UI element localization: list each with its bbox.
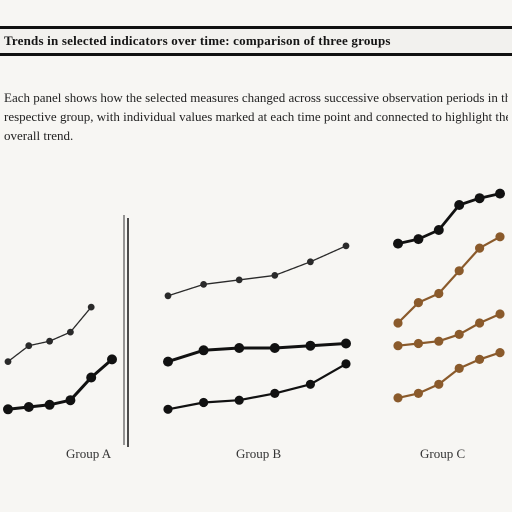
data-point-p1-s2-3 xyxy=(44,399,55,410)
chart-title: Trends in selected indicators over time:… xyxy=(4,33,391,48)
data-point-p3-s2-3 xyxy=(434,288,444,299)
data-point-p2-s3-5 xyxy=(305,379,315,389)
data-point-p3-s3-4 xyxy=(454,329,464,339)
data-point-p3-s3-1 xyxy=(393,341,403,351)
data-point-p3-s2-6 xyxy=(495,232,505,242)
data-point-p2-s2-3 xyxy=(234,343,245,353)
data-point-p3-s1-3 xyxy=(433,225,444,235)
data-point-p3-s3-3 xyxy=(434,336,444,346)
data-point-p2-s3-2 xyxy=(199,397,209,408)
chart-description: Each panel shows how the selected measur… xyxy=(4,88,508,145)
data-point-p2-s2-1 xyxy=(163,356,173,367)
data-point-p2-s2-2 xyxy=(198,345,209,356)
chart-title-bar: Trends in selected indicators over time:… xyxy=(0,26,512,56)
data-point-p3-s1-2 xyxy=(413,234,424,245)
data-point-p1-s1-5 xyxy=(87,303,95,311)
data-point-p3-s3-6 xyxy=(495,309,505,319)
data-point-p2-s3-6 xyxy=(341,359,351,369)
data-point-p1-s1-3 xyxy=(46,337,53,345)
data-point-p3-s4-5 xyxy=(475,354,485,364)
data-point-p1-s1-4 xyxy=(67,328,74,336)
data-point-p2-s2-5 xyxy=(305,340,316,351)
data-point-p2-s1-5 xyxy=(307,258,314,266)
series-line-p2-s3 xyxy=(167,362,347,411)
data-point-p3-s2-1 xyxy=(393,318,403,328)
data-point-p3-s1-5 xyxy=(474,193,485,204)
data-point-p3-s4-4 xyxy=(454,363,464,373)
data-point-p3-s1-6 xyxy=(495,188,505,199)
description-line-3: overall trend. xyxy=(4,128,74,143)
chart-marks xyxy=(3,188,505,415)
panel-label-2: Group B xyxy=(236,446,282,461)
data-point-p1-s1-1 xyxy=(4,358,12,365)
data-point-p3-s1-4 xyxy=(454,200,465,210)
data-point-p3-s4-2 xyxy=(413,388,423,398)
data-point-p1-s2-4 xyxy=(65,395,76,406)
data-point-p2-s3-3 xyxy=(234,395,244,405)
data-point-p1-s2-2 xyxy=(23,402,34,412)
data-point-p3-s3-2 xyxy=(413,338,423,349)
data-point-p2-s1-4 xyxy=(271,272,279,279)
data-point-p3-s4-6 xyxy=(495,348,505,358)
data-point-p2-s1-1 xyxy=(164,292,172,300)
series-line-p2-s1 xyxy=(167,245,347,297)
series-line-p1-s2 xyxy=(7,358,113,411)
series-line-p3-s3 xyxy=(397,312,501,347)
panel-label-3: Group C xyxy=(420,446,466,461)
series-line-p3-s2 xyxy=(397,235,501,324)
series-line-p1-s1 xyxy=(7,306,92,363)
data-point-p3-s2-2 xyxy=(413,298,423,308)
description-line-2: respective group, with individual values… xyxy=(4,109,508,124)
data-point-p2-s1-3 xyxy=(235,276,243,284)
data-point-p3-s1-1 xyxy=(393,238,403,249)
data-point-p3-s2-5 xyxy=(475,243,485,253)
data-point-p2-s2-4 xyxy=(269,343,280,353)
data-point-p3-s2-4 xyxy=(454,266,464,276)
data-point-p2-s3-1 xyxy=(163,404,173,414)
data-point-p3-s4-3 xyxy=(434,379,444,389)
series-line-p3-s1 xyxy=(397,192,501,245)
data-point-p3-s3-5 xyxy=(475,318,485,328)
data-point-p1-s2-6 xyxy=(107,354,117,365)
data-point-p1-s2-5 xyxy=(86,372,97,383)
data-point-p2-s2-6 xyxy=(341,338,351,349)
data-point-p1-s2-1 xyxy=(3,404,13,415)
description-line-1: Each panel shows how the selected measur… xyxy=(4,90,508,105)
data-point-p2-s1-2 xyxy=(200,281,208,288)
series-line-p3-s4 xyxy=(397,351,501,399)
data-point-p2-s1-6 xyxy=(342,242,350,250)
data-point-p2-s3-4 xyxy=(270,388,280,398)
data-point-p1-s1-2 xyxy=(25,342,33,350)
data-point-p3-s4-1 xyxy=(393,393,403,403)
series-line-p2-s2 xyxy=(167,342,347,364)
panel-label-1: Group A xyxy=(66,446,112,461)
